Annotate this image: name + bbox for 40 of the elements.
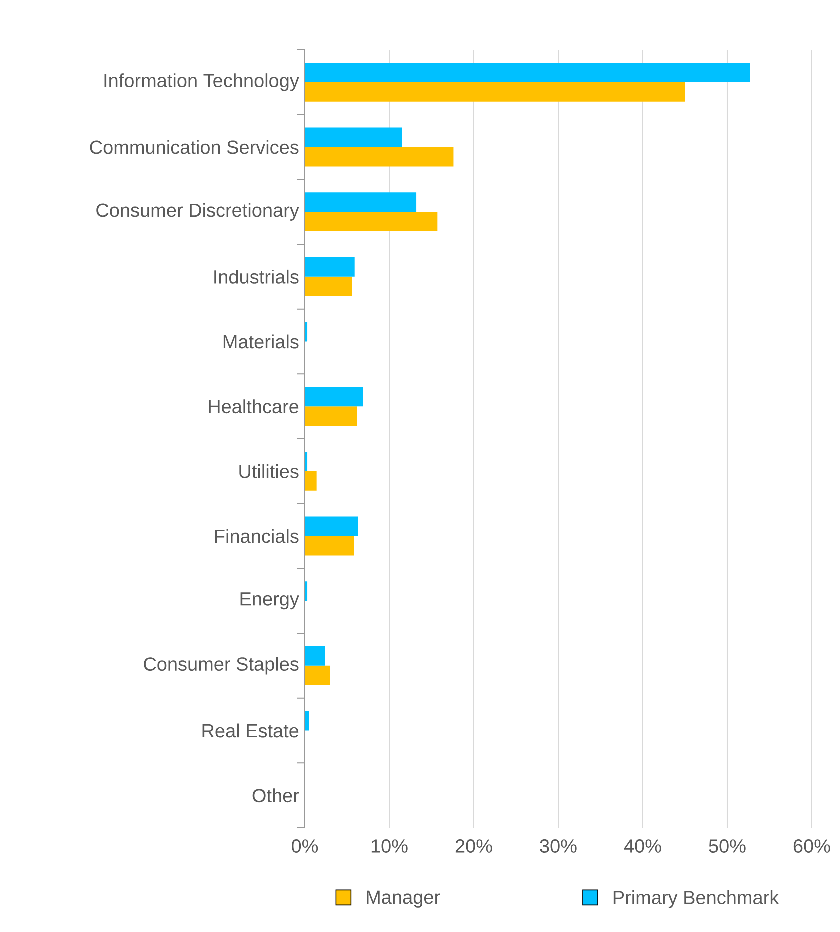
bar — [305, 666, 330, 686]
y-tick-label: Industrials — [214, 270, 299, 284]
bar — [305, 147, 454, 167]
y-tick-label: Utilities — [240, 464, 299, 478]
bar — [305, 257, 355, 277]
bar — [305, 646, 326, 666]
x-tick-label: 10% — [372, 840, 408, 853]
legend-label: Manager — [367, 890, 440, 908]
bar — [305, 406, 358, 426]
y-tick-label: Consumer Staples — [144, 657, 299, 675]
bar — [305, 536, 354, 556]
x-tick-label: 60% — [794, 840, 830, 853]
y-tick-label: Consumer Discretionary — [96, 203, 300, 221]
y-tick-label: Financials — [215, 529, 299, 544]
bar — [305, 128, 402, 148]
y-tick-label: Healthcare — [209, 400, 299, 414]
x-tick-label: 0% — [292, 840, 318, 853]
bar — [305, 276, 352, 296]
y-tick-label: Real Estate — [202, 724, 299, 738]
bar — [305, 452, 308, 472]
x-tick-label: 50% — [709, 840, 746, 853]
legend-label: Primary Benchmark — [614, 890, 780, 908]
bar — [305, 711, 310, 731]
y-tick-label: Other — [252, 788, 300, 803]
bar — [305, 192, 417, 212]
bar — [305, 322, 308, 342]
bar — [305, 516, 358, 536]
y-tick-label: Materials — [224, 334, 299, 349]
bar — [305, 582, 308, 602]
bar — [305, 471, 317, 491]
bar — [305, 212, 438, 232]
x-tick-label: 30% — [540, 840, 577, 853]
x-tick-label: 40% — [624, 840, 662, 853]
y-tick-label: Communication Services — [90, 140, 299, 154]
x-tick-label: 20% — [456, 840, 492, 853]
y-tick-label: Energy — [240, 592, 300, 610]
bar — [305, 82, 686, 102]
y-tick-label: Information Technology — [104, 74, 300, 92]
bar — [305, 62, 750, 82]
bar — [305, 387, 364, 407]
